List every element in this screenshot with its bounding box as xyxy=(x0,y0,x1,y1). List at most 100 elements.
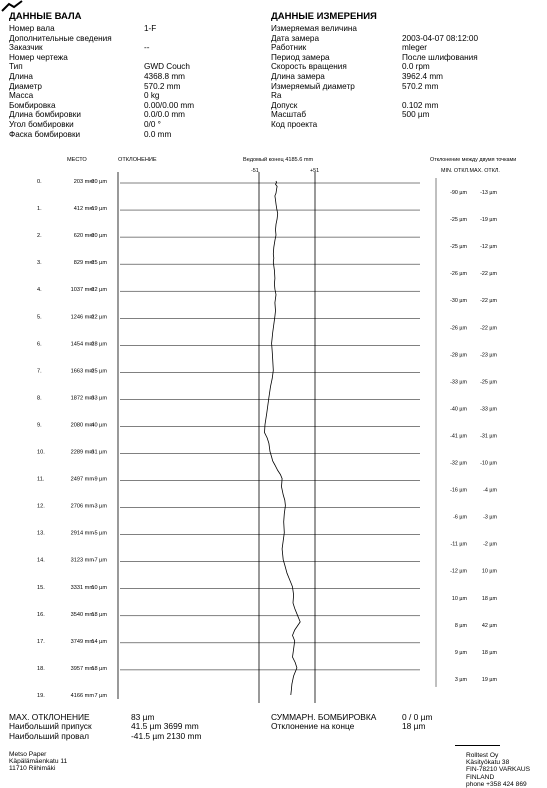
row-index: 17. xyxy=(37,639,45,645)
diff-columns-header: MIN. ОТКЛ.MAX. ОТКЛ. xyxy=(441,168,500,174)
footer-line: Käsityökatu 38 xyxy=(466,759,510,767)
diff-title-header: Отклонение между двумя точками xyxy=(430,157,517,163)
crown-summary-labels: СУММАРН. БОМБИРОВКА Отклонение на конце xyxy=(271,712,377,732)
footer-line: FINLAND xyxy=(466,773,495,781)
roll-data-label: Угол бомбировки xyxy=(9,119,74,129)
row-index: 2. xyxy=(37,233,42,239)
max-dip-value: -41.5 µm 2130 mm xyxy=(131,730,202,741)
row-deviation: -28 µm xyxy=(89,341,107,347)
row-position: 2914 mm xyxy=(71,531,95,537)
row-index: 5. xyxy=(37,314,42,320)
max-deviation-value: 83 µm xyxy=(131,712,155,722)
row-position: 3123 mm xyxy=(71,558,95,564)
row-max-diff: -31 µm xyxy=(480,433,497,439)
right-tolerance-marker: +51 xyxy=(310,168,320,174)
row-deviation: -31 µm xyxy=(89,450,107,456)
row-position: 3957 mm xyxy=(71,666,95,672)
row-min-diff: -16 µm xyxy=(450,488,467,494)
deviation-column-header: ОТКЛОНЕНИЕ xyxy=(118,157,157,163)
measurement-data-title: ДАННЫЕ ИЗМЕРЕНИЯ xyxy=(271,11,377,22)
driven-end-header: Ведомый конец 4185.6 mm xyxy=(243,157,314,163)
footer-line: phone +358 424 869 xyxy=(466,780,527,788)
summary-labels: MAX. ОТКЛОНЕНИЕ Наибольший припуск Наибо… xyxy=(9,712,92,741)
crown-sum-label: СУММАРН. БОМБИРОВКА xyxy=(271,712,377,722)
measurement-label: Длина замера xyxy=(271,71,325,81)
row-deviation: -25 µm xyxy=(89,368,107,374)
row-deviation: 10 µm xyxy=(91,585,107,591)
row-max-diff: -2 µm xyxy=(483,542,497,548)
measurement-label: Масштаб xyxy=(271,110,307,120)
crown-summary-values: 0 / 0 µm 18 µm xyxy=(402,712,433,732)
row-max-diff: -22 µm xyxy=(480,271,497,277)
row-min-diff: -11 µm xyxy=(451,542,468,548)
row-deviation: -22 µm xyxy=(89,287,107,293)
crown-sum-value: 0 / 0 µm xyxy=(402,712,433,722)
row-max-diff: -19 µm xyxy=(480,217,497,223)
row-max-diff: -33 µm xyxy=(480,406,497,412)
row-position: 2706 mm xyxy=(71,504,95,510)
row-min-diff: -32 µm xyxy=(450,461,467,467)
row-max-diff: -22 µm xyxy=(480,325,497,331)
row-position: 4166 mm xyxy=(71,693,95,699)
row-index: 4. xyxy=(37,287,42,293)
row-position: 2080 mm xyxy=(71,422,95,428)
roll-data-value: -- xyxy=(144,43,150,53)
row-index: 1. xyxy=(37,206,42,212)
row-position: 1246 mm xyxy=(71,314,95,320)
roll-data-label: Заказчик xyxy=(9,43,43,53)
row-min-diff: -26 µm xyxy=(450,325,467,331)
row-max-diff: 10 µm xyxy=(482,569,498,575)
row-position: 203 mm xyxy=(74,179,95,185)
measurement-value: 2003-04-07 08:12:00 xyxy=(402,33,479,43)
measurement-label: Работник xyxy=(271,43,307,53)
row-index: 6. xyxy=(37,341,42,347)
row-min-diff: 10 µm xyxy=(452,596,468,602)
row-index: 12. xyxy=(37,504,45,510)
measurement-label: Код проекта xyxy=(271,119,318,129)
row-deviation: -33 µm xyxy=(89,395,107,401)
roll-data-value: 0.00/0.00 mm xyxy=(144,100,195,110)
row-min-diff: -30 µm xyxy=(450,298,467,304)
roll-data-label: Бомбировка xyxy=(9,100,56,110)
row-position: 1037 mm xyxy=(71,287,95,293)
row-min-diff: -41 µm xyxy=(450,433,467,439)
row-position: 620 mm xyxy=(74,233,95,239)
row-deviation: -20 µm xyxy=(89,233,107,239)
deviation-profile-line xyxy=(264,180,301,696)
roll-data-label: Тип xyxy=(9,62,23,72)
row-position: 829 mm xyxy=(74,260,95,266)
row-position: 3331 mm xyxy=(71,585,95,591)
summary-values: 83 µm 41.5 µm 3699 mm -41.5 µm 2130 mm xyxy=(131,712,202,741)
row-deviation: 7 µm xyxy=(94,693,107,699)
row-deviation: -40 µm xyxy=(89,422,107,428)
row-max-diff: -23 µm xyxy=(480,352,497,358)
row-max-diff: -12 µm xyxy=(480,244,497,250)
row-deviation: -25 µm xyxy=(89,260,107,266)
row-deviation: -3 µm xyxy=(93,504,108,510)
footer-line: Käpälämäenkatu 11 xyxy=(9,758,68,766)
row-max-diff: 18 µm xyxy=(482,650,498,656)
roll-data-label: Масса xyxy=(9,91,34,101)
row-index: 7. xyxy=(37,368,42,374)
row-min-diff: -90 µm xyxy=(450,190,467,196)
row-max-diff: 42 µm xyxy=(482,623,498,629)
max-dip-label: Наибольший провал xyxy=(9,730,90,741)
roll-data-label: Номер вала xyxy=(9,24,55,33)
row-deviation: 14 µm xyxy=(91,639,107,645)
row-min-diff: 3 µm xyxy=(455,677,468,683)
row-min-diff: -40 µm xyxy=(450,406,467,412)
row-index: 11. xyxy=(37,477,45,483)
row-index: 18. xyxy=(37,666,45,672)
row-deviation: -9 µm xyxy=(93,477,108,483)
measurement-label: Измеряемый диаметр xyxy=(271,81,355,91)
row-deviation: -7 µm xyxy=(93,558,108,564)
measurement-value: 500 µm xyxy=(402,110,430,120)
row-index: 0. xyxy=(37,179,42,185)
max-deviation-label: MAX. ОТКЛОНЕНИЕ xyxy=(9,712,90,722)
roll-data-label: Длина xyxy=(9,71,33,81)
footer-left-address: Metso Paper Käpälämäenkatu 11 11710 Riihim… xyxy=(9,751,67,773)
row-min-diff: -25 µm xyxy=(450,217,467,223)
row-index: 3. xyxy=(37,260,42,266)
row-position: 3540 mm xyxy=(71,612,95,618)
